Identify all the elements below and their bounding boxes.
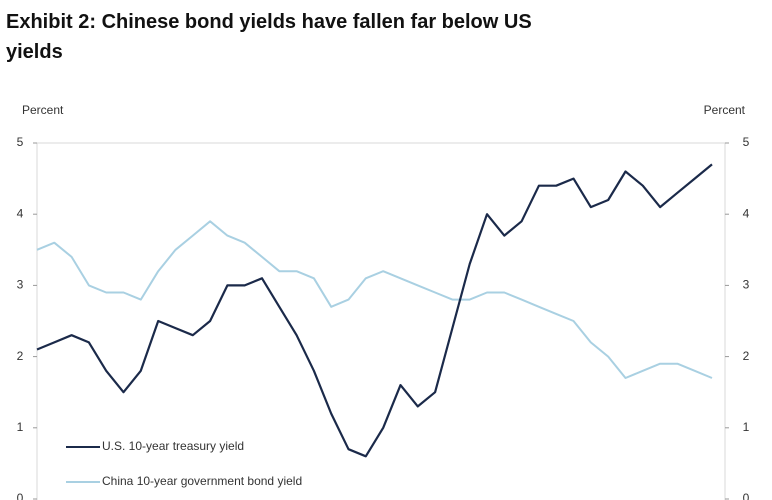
y-tick-label: 3 — [17, 278, 24, 292]
chart-title-line1: Exhibit 2: Chinese bond yields have fall… — [6, 11, 532, 33]
plot-frame — [36, 142, 726, 500]
legend-label: China 10-year government bond yield — [102, 474, 302, 488]
y-tick-label: 1 — [17, 420, 24, 434]
series-line — [36, 163, 713, 458]
y2-tick-label: 1 — [743, 420, 750, 434]
y2-tick-label: 0 — [743, 491, 750, 500]
y-tick-label: 2 — [17, 349, 24, 363]
y-tick-label: 0 — [17, 491, 24, 500]
y2-tick-label: 2 — [743, 349, 750, 363]
y-axis-label: Percent — [22, 103, 64, 117]
y2-axis-label: Percent — [704, 103, 746, 117]
series-line — [36, 220, 713, 379]
chart-title-line2: yields — [6, 41, 63, 63]
y2-tick-label: 5 — [743, 135, 750, 149]
y-tick-label: 5 — [17, 135, 24, 149]
y-tick-label: 4 — [17, 206, 24, 220]
legend-label: U.S. 10-year treasury yield — [102, 439, 244, 453]
y2-tick-label: 4 — [743, 206, 750, 220]
y2-tick-label: 3 — [743, 278, 750, 292]
